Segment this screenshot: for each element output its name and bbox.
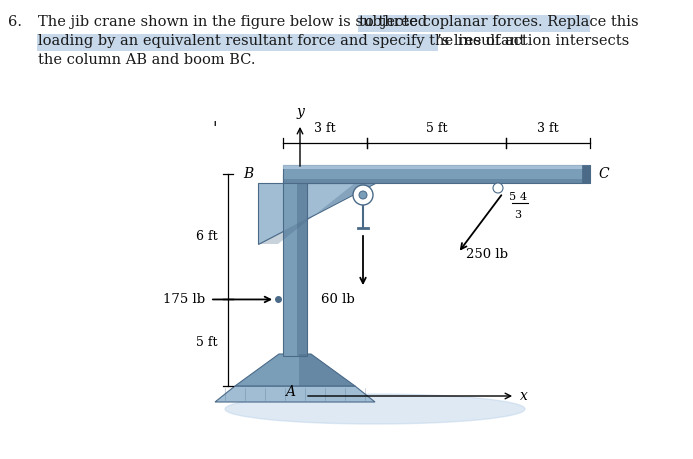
- Text: 5 ft: 5 ft: [426, 122, 447, 135]
- Bar: [283, 165, 590, 183]
- Text: The jib crane shown in the figure below is subjected: The jib crane shown in the figure below …: [38, 15, 432, 29]
- Bar: [297, 174, 307, 356]
- Text: 4: 4: [520, 192, 527, 202]
- Text: B: B: [243, 167, 253, 181]
- Text: A: A: [285, 385, 295, 399]
- Bar: [283, 165, 590, 169]
- Text: y: y: [296, 105, 304, 119]
- Text: x: x: [520, 389, 528, 403]
- Text: 6 ft: 6 ft: [196, 230, 218, 243]
- Circle shape: [493, 183, 503, 193]
- Polygon shape: [258, 183, 375, 244]
- Text: 250 lb: 250 lb: [466, 248, 508, 261]
- Circle shape: [359, 191, 367, 199]
- Text: C: C: [598, 167, 608, 181]
- Text: the column AB and boom BC.: the column AB and boom BC.: [38, 53, 256, 67]
- Text: 175 lb: 175 lb: [163, 293, 205, 306]
- Polygon shape: [235, 354, 355, 386]
- Text: 3 ft: 3 ft: [537, 122, 559, 135]
- Text: 3 ft: 3 ft: [314, 122, 335, 135]
- Polygon shape: [215, 386, 375, 402]
- Text: 3: 3: [514, 210, 522, 220]
- Bar: [582, 165, 590, 183]
- Text: 6.: 6.: [8, 15, 22, 29]
- Text: ': ': [213, 121, 217, 138]
- Text: 60 lb: 60 lb: [322, 293, 355, 306]
- Text: to three coplanar forces. Replace this: to three coplanar forces. Replace this: [359, 15, 638, 29]
- Polygon shape: [299, 354, 355, 386]
- Ellipse shape: [225, 394, 525, 424]
- Text: loading by an equivalent resultant force and specify the resultant: loading by an equivalent resultant force…: [38, 34, 525, 48]
- Bar: [283, 174, 307, 356]
- Bar: [358, 15, 590, 32]
- Circle shape: [353, 185, 373, 205]
- Polygon shape: [258, 183, 375, 244]
- Bar: [283, 179, 590, 183]
- Text: 5 ft: 5 ft: [197, 336, 218, 349]
- Text: 5: 5: [509, 192, 516, 202]
- Text: ’s line of action intersects: ’s line of action intersects: [437, 34, 629, 48]
- Bar: [37, 34, 438, 51]
